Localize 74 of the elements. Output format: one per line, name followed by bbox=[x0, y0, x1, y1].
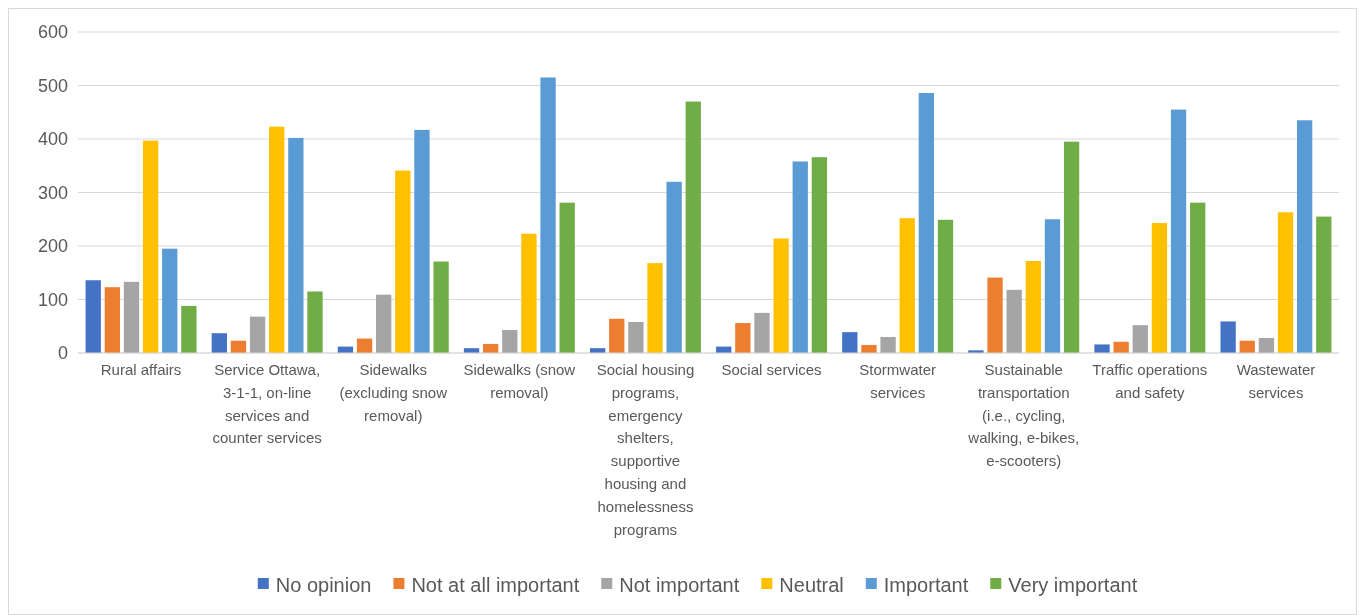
bar bbox=[1277, 212, 1294, 353]
x-tick-label: Social services bbox=[721, 361, 822, 378]
bar bbox=[123, 281, 140, 353]
legend-label: Very important bbox=[1008, 574, 1138, 596]
bar bbox=[414, 129, 430, 353]
bar bbox=[842, 332, 858, 353]
bar bbox=[502, 330, 518, 353]
x-tick-label: Traffic operations and safety bbox=[1092, 361, 1208, 401]
bar bbox=[792, 161, 808, 353]
bar bbox=[899, 218, 915, 353]
y-tick-label: 300 bbox=[37, 182, 68, 203]
bar bbox=[559, 202, 575, 353]
bar bbox=[288, 137, 304, 353]
legend-label: Not at all important bbox=[411, 574, 580, 596]
bar bbox=[1044, 219, 1061, 353]
y-tick-label: 200 bbox=[37, 236, 68, 257]
bar bbox=[609, 318, 625, 353]
bar bbox=[685, 101, 701, 353]
bar bbox=[1094, 344, 1110, 353]
y-tick-label: 600 bbox=[37, 22, 68, 43]
bar bbox=[735, 323, 751, 353]
bar bbox=[987, 277, 1003, 353]
bar bbox=[249, 316, 266, 353]
legend-label: Important bbox=[883, 574, 969, 596]
bar bbox=[1025, 260, 1041, 353]
bar bbox=[1006, 289, 1022, 353]
x-tick-label: Sustainable transportation (i.e., cycling, walking, e-bikes, e-scooters) bbox=[967, 361, 1080, 470]
bar bbox=[1316, 216, 1332, 353]
bar bbox=[104, 287, 120, 353]
y-tick-label: 100 bbox=[37, 289, 68, 310]
bar bbox=[773, 238, 789, 353]
bar bbox=[521, 233, 537, 353]
y-tick-label: 400 bbox=[37, 129, 68, 150]
bar bbox=[540, 77, 556, 353]
x-tick-label: Sidewalks (excluding snow removal) bbox=[339, 361, 448, 424]
bar bbox=[376, 294, 392, 353]
bar bbox=[433, 261, 449, 353]
bar bbox=[181, 305, 197, 353]
bar bbox=[162, 248, 178, 353]
bar bbox=[1297, 120, 1313, 353]
bar bbox=[811, 157, 828, 353]
bar bbox=[1063, 141, 1080, 353]
x-tick-label: Social housing programs, emergency shelters, supportive housing and homelessness programs bbox=[596, 361, 695, 538]
y-tick-label: 500 bbox=[37, 75, 68, 96]
bar bbox=[666, 181, 682, 353]
bar bbox=[1170, 109, 1187, 353]
bar bbox=[628, 321, 644, 353]
bar bbox=[861, 344, 877, 353]
legend-label: Neutral bbox=[779, 574, 844, 596]
bar bbox=[1258, 338, 1275, 353]
bar bbox=[85, 280, 101, 353]
bar bbox=[211, 333, 227, 353]
x-tick-label: Rural affairs bbox=[100, 361, 182, 378]
legend-label: No opinion bbox=[275, 574, 372, 596]
bar bbox=[937, 219, 954, 353]
bar bbox=[1113, 341, 1129, 353]
bar bbox=[1151, 223, 1168, 353]
bar bbox=[142, 140, 159, 353]
bar bbox=[307, 291, 323, 353]
x-tick-label: Service Ottawa, 3-1-1, on-line services and counter services bbox=[212, 361, 322, 447]
bar bbox=[1132, 325, 1148, 353]
bar bbox=[880, 336, 896, 353]
bar bbox=[1220, 321, 1236, 353]
x-tick-label: Sidewalks (snow removal) bbox=[463, 361, 576, 401]
bar bbox=[395, 170, 411, 353]
bar bbox=[754, 312, 770, 353]
x-tick-label: Wastewater services bbox=[1236, 361, 1316, 401]
bar bbox=[647, 263, 663, 353]
legend-label: Not important bbox=[619, 574, 740, 596]
bar bbox=[269, 126, 285, 353]
y-tick-label: 0 bbox=[57, 343, 68, 364]
x-tick-label: Stormwater services bbox=[859, 361, 936, 401]
bar bbox=[1190, 202, 1206, 353]
bar bbox=[918, 92, 934, 353]
